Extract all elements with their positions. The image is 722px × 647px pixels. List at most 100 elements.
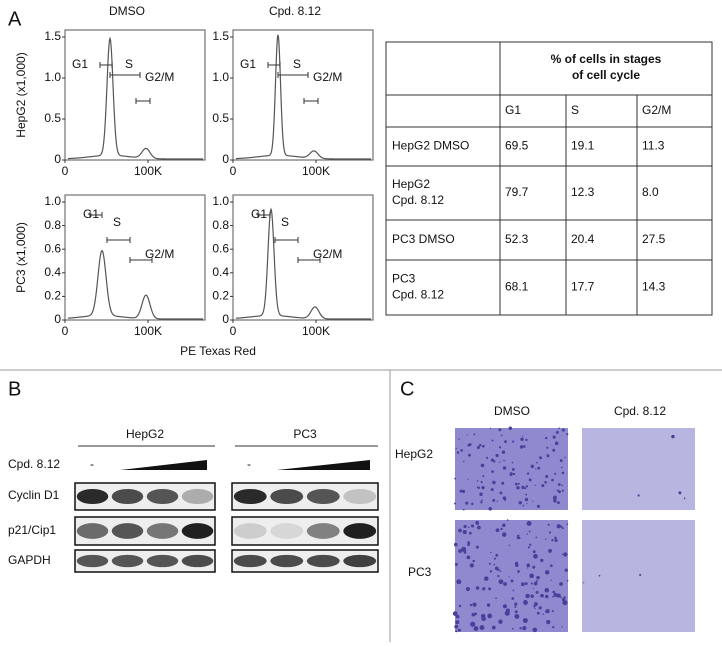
table-header: % of cells in stages of cell cycle: [551, 52, 662, 82]
colony: [556, 524, 561, 529]
colony: [557, 501, 560, 505]
colony: [459, 489, 463, 493]
colony: [525, 593, 530, 599]
colony: [498, 428, 502, 432]
blot: [231, 549, 379, 573]
colony: [508, 576, 510, 578]
colony: [545, 570, 550, 575]
colony: [491, 625, 496, 630]
colony: [489, 570, 493, 573]
gate-label: G2/M: [145, 247, 174, 261]
colony: [487, 613, 493, 619]
colony: [502, 466, 507, 470]
band: [111, 488, 144, 505]
colony: [467, 541, 471, 545]
histogram-curve: [235, 207, 371, 320]
colony: [498, 446, 502, 449]
colony: [472, 602, 477, 607]
colony: [535, 580, 538, 583]
colony: [499, 570, 502, 573]
colony: [678, 491, 682, 495]
colony: [533, 581, 538, 586]
colony: [504, 610, 510, 616]
table-cell: 12.3: [571, 185, 595, 199]
x-tick-label: 100K: [134, 164, 162, 178]
colony: [561, 553, 564, 556]
colony: [540, 558, 544, 563]
histogram-curve: [67, 249, 203, 320]
colony: [492, 480, 496, 485]
colony: [511, 461, 514, 464]
band: [111, 554, 144, 568]
table-cell: 8.0: [642, 185, 659, 199]
y-tick-label: 0: [222, 312, 229, 326]
y-tick-label: 1.5: [44, 29, 61, 43]
colony: [488, 562, 491, 565]
colony: [520, 582, 525, 587]
y-tick-label: 0.6: [44, 241, 61, 255]
row-name: PC3 Cpd. 8.12: [392, 272, 444, 302]
colony: [558, 427, 560, 429]
colony: [476, 486, 479, 489]
colony: [454, 563, 458, 566]
band: [111, 523, 144, 539]
gate-label: S: [293, 57, 301, 71]
band: [343, 488, 377, 505]
colony: [520, 437, 524, 442]
colony: [537, 466, 541, 470]
colony: [525, 438, 528, 441]
colony: [526, 502, 528, 505]
colony: [564, 568, 569, 572]
colony: [500, 527, 503, 531]
colony: [532, 587, 534, 590]
colony: [553, 593, 558, 597]
colony: [499, 461, 501, 463]
colony: [478, 443, 482, 447]
colony: [561, 466, 563, 469]
colony: [506, 519, 509, 521]
table-cell: 20.4: [571, 232, 595, 246]
colony: [458, 604, 462, 608]
colony: [477, 525, 481, 530]
colony: [553, 495, 557, 500]
colony: [535, 468, 537, 470]
colony: [522, 625, 527, 631]
panel-label: C: [400, 378, 414, 400]
colony: [526, 563, 531, 568]
colony: [496, 500, 498, 503]
colony: [454, 624, 459, 629]
colony: [500, 434, 503, 437]
band: [270, 488, 304, 505]
plot-frame: [64, 29, 206, 161]
x-tick-label: 0: [230, 324, 237, 338]
y-tick-label: 0.4: [44, 265, 61, 279]
colony: [557, 483, 561, 486]
dose-wedge: [277, 460, 370, 470]
colony: [534, 484, 536, 486]
colony: [546, 454, 550, 458]
colony: [512, 472, 516, 476]
colony: [560, 596, 562, 599]
colony: [503, 459, 505, 462]
x-axis-label: PE Texas Red: [180, 344, 256, 358]
colony: [637, 494, 640, 497]
histogram-curve: [235, 34, 371, 160]
row-name: HepG2 DMSO: [392, 139, 469, 153]
colony: [553, 436, 556, 439]
colony: [516, 486, 520, 490]
colony: [461, 489, 466, 493]
colony: [539, 456, 543, 460]
colony: [476, 480, 479, 482]
y-tick-label: 1.5: [212, 29, 229, 43]
colony: [501, 481, 505, 485]
colony: [471, 502, 474, 506]
colony: [475, 586, 480, 590]
gate-label: S: [281, 215, 289, 229]
colony: [454, 477, 457, 480]
colony: [511, 467, 515, 471]
colony: [557, 490, 561, 494]
column-title: Cpd. 8.12: [269, 4, 321, 18]
band: [76, 523, 109, 539]
colony: [501, 450, 506, 454]
